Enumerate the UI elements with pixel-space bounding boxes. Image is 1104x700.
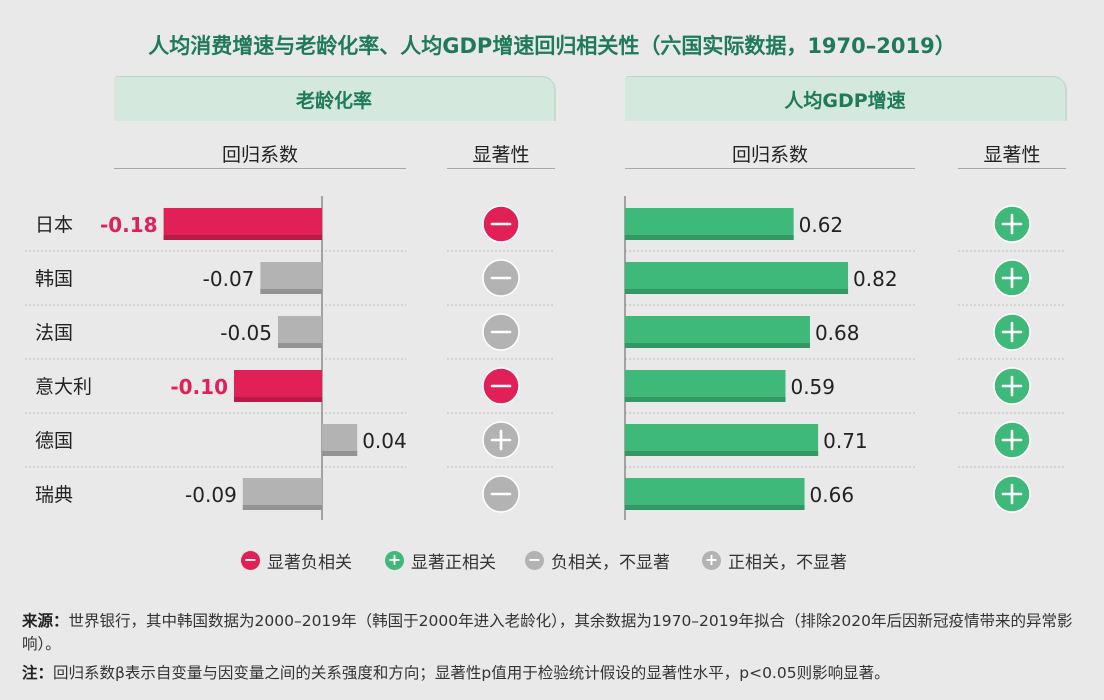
chart-title: 人均消费增速与老龄化率、人均GDP增速回归相关性（六国实际数据，1970–201… bbox=[148, 34, 956, 58]
value-label: 0.62 bbox=[799, 213, 844, 237]
minus-icon: − bbox=[525, 550, 544, 570]
country-label: 德国 bbox=[35, 430, 73, 452]
bar-gdp bbox=[625, 316, 810, 348]
bar-gdp-shade bbox=[625, 235, 794, 240]
bar-aging bbox=[278, 316, 322, 348]
value-label: -0.07 bbox=[203, 267, 255, 291]
legend-item-sig-neg: − 显著负相关 bbox=[241, 546, 352, 574]
bar-gdp bbox=[625, 424, 819, 456]
bar-gdp-shade bbox=[625, 397, 786, 402]
value-label: 0.04 bbox=[362, 429, 407, 453]
legend: − 显著负相关 + 显著正相关 − 负相关，不显著 + 正相关，不显著 bbox=[0, 546, 1104, 574]
bar-gdp-shade bbox=[625, 343, 810, 348]
value-label: 0.71 bbox=[823, 429, 868, 453]
bar-aging-shade bbox=[163, 235, 322, 240]
legend-item-sig-pos: + 显著正相关 bbox=[385, 546, 496, 574]
bar-aging bbox=[234, 370, 322, 402]
bar-aging-shade bbox=[278, 343, 322, 348]
plus-icon: + bbox=[702, 550, 721, 570]
column-header-sig-aging: 显著性 bbox=[447, 138, 555, 169]
country-label: 日本 bbox=[35, 214, 73, 236]
bar-gdp bbox=[625, 208, 794, 240]
notes: 来源：世界银行，其中韩国数据为2000–2019年（韩国于2000年进入老龄化）… bbox=[22, 610, 1082, 691]
bar-aging bbox=[322, 424, 358, 456]
bar-gdp-shade bbox=[625, 451, 819, 456]
bar-gdp bbox=[625, 262, 849, 294]
bar-gdp bbox=[625, 478, 805, 510]
bar-gdp-shade bbox=[625, 505, 805, 510]
legend-item-neg-nonsig: − 负相关，不显著 bbox=[525, 546, 670, 574]
bar-gdp-shade bbox=[625, 289, 849, 294]
bar-aging-shade bbox=[322, 451, 358, 456]
legend-item-pos-nonsig: + 正相关，不显著 bbox=[702, 546, 847, 574]
bar-aging-shade bbox=[234, 397, 322, 402]
column-header-coef-aging: 回归系数 bbox=[114, 138, 406, 169]
value-label: 0.66 bbox=[810, 483, 855, 507]
value-label: 0.82 bbox=[853, 267, 898, 291]
minus-icon: − bbox=[241, 550, 260, 570]
panel-header-aging: 老龄化率 bbox=[114, 76, 556, 121]
value-label: -0.10 bbox=[170, 375, 228, 399]
value-label: 0.68 bbox=[815, 321, 860, 345]
value-label: -0.09 bbox=[185, 483, 237, 507]
value-label: 0.59 bbox=[790, 375, 835, 399]
country-label: 法国 bbox=[35, 322, 73, 344]
plus-icon: + bbox=[385, 550, 404, 570]
bar-aging-shade bbox=[242, 505, 322, 510]
country-label: 意大利 bbox=[35, 376, 92, 398]
column-header-sig-gdp: 显著性 bbox=[958, 138, 1066, 169]
value-label: -0.05 bbox=[220, 321, 272, 345]
country-label: 韩国 bbox=[35, 268, 73, 290]
country-label: 瑞典 bbox=[35, 484, 73, 506]
source-note: 来源：世界银行，其中韩国数据为2000–2019年（韩国于2000年进入老龄化）… bbox=[22, 612, 1073, 653]
value-label: -0.18 bbox=[100, 213, 158, 237]
column-header-coef-gdp: 回归系数 bbox=[625, 138, 915, 169]
method-note: 注：回归系数β表示自变量与因变量之间的关系强度和方向；显著性p值用于检验统计假设… bbox=[22, 664, 890, 682]
panel-header-gdp: 人均GDP增速 bbox=[625, 76, 1067, 121]
bar-aging bbox=[163, 208, 322, 240]
bar-gdp bbox=[625, 370, 786, 402]
bar-aging bbox=[260, 262, 322, 294]
bar-aging-shade bbox=[260, 289, 322, 294]
bar-aging bbox=[242, 478, 322, 510]
